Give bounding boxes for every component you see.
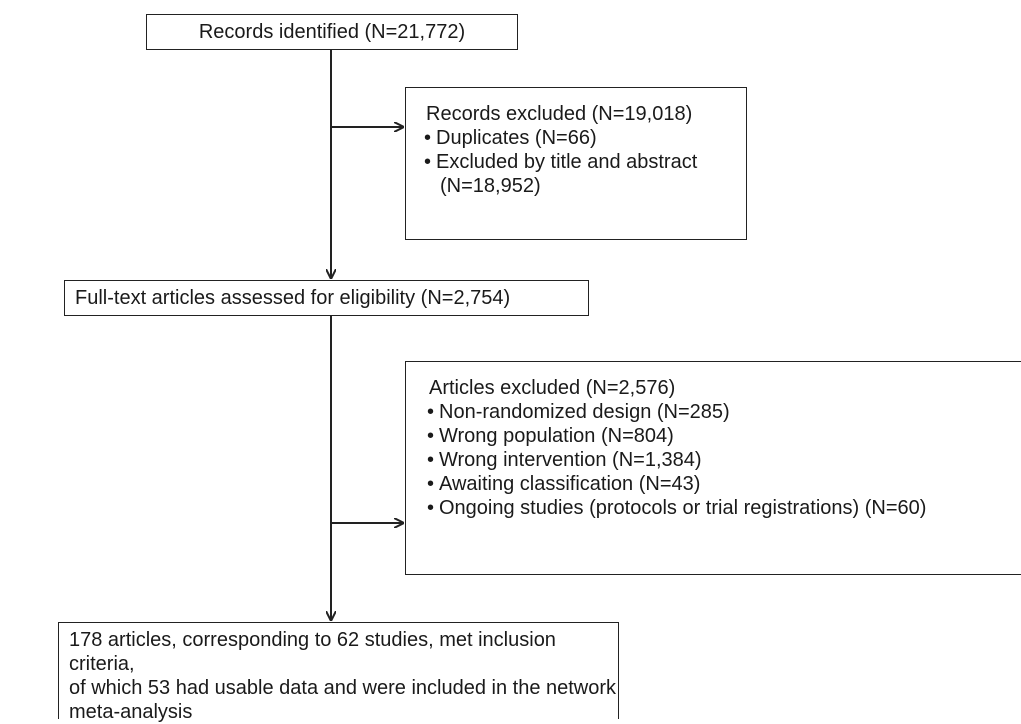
list-item: Ongoing studies (protocols or trial regi…: [427, 496, 1021, 520]
list-item: Wrong intervention (N=1,384): [427, 448, 1021, 472]
list-item-label: Non-randomized design (N=285): [439, 401, 730, 423]
included-line: meta-analysis: [69, 701, 193, 723]
list-item-label: Ongoing studies (protocols or trial regi…: [439, 497, 927, 519]
articles-excluded-heading: Articles excluded (N=2,576): [429, 377, 676, 399]
records-excluded-heading: Records excluded (N=19,018): [426, 103, 693, 125]
records-excluded-box: Records excluded (N=19,018) Duplicates (…: [405, 87, 747, 240]
records-identified-label: Records identified (N=21,772): [198, 21, 466, 43]
articles-excluded-box: Articles excluded (N=2,576) Non-randomiz…: [405, 361, 1021, 575]
list-item: Wrong population (N=804): [427, 424, 1021, 448]
included-line: of which 53 had usable data and were inc…: [69, 677, 617, 699]
list-item-label: Wrong population (N=804): [439, 425, 674, 447]
records-identified-box: Records identified (N=21,772): [146, 14, 518, 50]
list-item: Excluded by title and abstract (N=18,952…: [424, 150, 746, 198]
list-item: Duplicates (N=66): [424, 126, 746, 150]
list-item-label: Duplicates (N=66): [436, 127, 597, 149]
list-item: Non-randomized design (N=285): [427, 400, 1021, 424]
included-studies-box: 178 articles, corresponding to 62 studie…: [58, 622, 619, 723]
list-item-continuation: (N=18,952): [440, 175, 541, 197]
included-line: 178 articles, corresponding to 62 studie…: [69, 629, 556, 675]
fulltext-assessed-box: Full-text articles assessed for eligibil…: [64, 280, 589, 316]
list-item: Awaiting classification (N=43): [427, 472, 1021, 496]
records-excluded-list: Duplicates (N=66) Excluded by title and …: [424, 126, 746, 198]
list-item-label: Wrong intervention (N=1,384): [439, 449, 702, 471]
list-item-label: Excluded by title and abstract: [436, 151, 698, 173]
articles-excluded-list: Non-randomized design (N=285) Wrong popu…: [427, 400, 1021, 520]
list-item-label: Awaiting classification (N=43): [439, 473, 701, 495]
fulltext-assessed-label: Full-text articles assessed for eligibil…: [75, 287, 511, 309]
